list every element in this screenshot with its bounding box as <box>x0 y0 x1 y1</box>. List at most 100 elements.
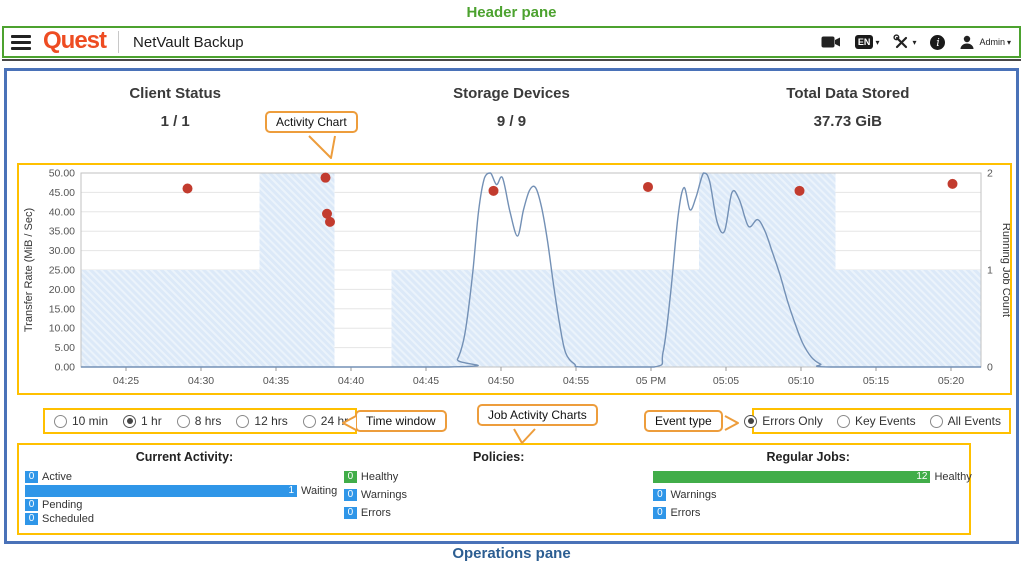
svg-text:25.00: 25.00 <box>49 265 75 277</box>
event-type-option-errors-only[interactable]: Errors Only <box>744 414 823 428</box>
header-divider <box>118 31 120 53</box>
status-bar-label: Active <box>42 471 72 483</box>
status-bar-row: 1 Waiting <box>25 485 344 497</box>
error-event-dot[interactable] <box>322 208 332 219</box>
error-event-dot[interactable] <box>325 216 335 227</box>
svg-text:0.00: 0.00 <box>55 362 76 374</box>
svg-text:2: 2 <box>987 168 993 180</box>
status-bar-row: 0 Errors <box>343 507 654 519</box>
storage-devices-tile: Storage Devices 9 / 9 <box>343 85 679 130</box>
quest-logo: Quest <box>43 26 107 54</box>
operations-pane-annotation: Operations pane <box>452 545 571 562</box>
error-event-dot[interactable] <box>182 183 193 194</box>
event-type-callout: Event type <box>644 410 723 432</box>
svg-text:50.00: 50.00 <box>49 168 75 180</box>
hamburger-menu-icon[interactable] <box>11 32 31 53</box>
svg-text:04:30: 04:30 <box>188 375 214 387</box>
tile-value: 37.73 GiB <box>813 113 882 130</box>
status-bar: 0 <box>653 489 667 501</box>
svg-text:35.00: 35.00 <box>49 226 75 238</box>
svg-text:05:15: 05:15 <box>863 375 889 387</box>
tile-label: Storage Devices <box>453 85 570 102</box>
error-event-dot[interactable] <box>947 178 958 189</box>
activity-chart: Transfer Rate (MiB / Sec) Running Job Co… <box>23 168 1012 388</box>
policies-bars: 0 Healthy 0 Warnings 0 Errors <box>343 471 654 519</box>
summary-tiles: Client Status 1 / 1 Storage Devices 9 / … <box>7 85 1016 130</box>
svg-text:05 PM: 05 PM <box>636 375 666 387</box>
status-bar-row: 0 Warnings <box>653 489 963 501</box>
time-window-option-8-hrs[interactable]: 8 hrs <box>176 414 221 428</box>
svg-text:04:25: 04:25 <box>113 375 139 387</box>
event-type-option-key-events[interactable]: Key Events <box>836 414 916 428</box>
radio-icon <box>236 414 250 428</box>
video-camera-icon <box>821 36 840 48</box>
event-type-option-all-events[interactable]: All Events <box>929 414 1001 428</box>
column-title: Regular Jobs: <box>766 450 850 464</box>
chevron-down-icon: ▾ <box>1006 37 1011 47</box>
svg-text:5.00: 5.00 <box>55 342 76 354</box>
status-bar: 0 <box>25 499 38 511</box>
right-axis-title: Running Job Count <box>1000 223 1010 317</box>
status-bar-row: 0 Errors <box>653 507 963 519</box>
status-bar-row: 0 Pending <box>25 499 344 511</box>
current-activity-bars: 0 Active 1 Waiting 0 Pending 0 Scheduled <box>25 471 344 525</box>
status-bar-row: 0 Scheduled <box>25 513 344 525</box>
status-bar-label: Healthy <box>934 471 972 483</box>
svg-text:10.00: 10.00 <box>49 323 75 335</box>
error-event-dot[interactable] <box>488 185 499 196</box>
status-bar-row: 12 Healthy <box>653 471 972 483</box>
status-bar-row: 0 Active <box>25 471 344 483</box>
tools-menu-button[interactable]: ▾ <box>893 34 916 50</box>
help-button[interactable]: i <box>930 34 946 50</box>
header-pane: Quest NetVault Backup EN ▾ ▾ i <box>2 26 1021 58</box>
time-window-option-12-hrs[interactable]: 12 hrs <box>236 414 288 428</box>
status-bar-label: Errors <box>360 507 391 519</box>
svg-text:05:05: 05:05 <box>713 375 739 387</box>
radio-label: 12 hrs <box>254 414 288 428</box>
operations-pane: Client Status 1 / 1 Storage Devices 9 / … <box>4 68 1019 544</box>
user-menu-button[interactable]: Admin ▾ <box>959 34 1011 50</box>
svg-text:45.00: 45.00 <box>49 187 75 199</box>
callout-tail <box>342 415 357 431</box>
job-activity-charts-callout: Job Activity Charts <box>477 404 598 426</box>
status-bar-row: 0 Healthy <box>343 471 654 483</box>
header-bottom-border <box>2 59 1021 61</box>
time-window-option-1-hr[interactable]: 1 hr <box>123 414 162 428</box>
chevron-down-icon: ▾ <box>875 37 880 47</box>
error-event-dot[interactable] <box>794 185 805 196</box>
svg-text:20.00: 20.00 <box>49 284 75 296</box>
status-bar: 12 <box>653 471 931 483</box>
policies-column: Policies: 0 Healthy 0 Warnings 0 Errors <box>343 450 654 533</box>
svg-text:04:45: 04:45 <box>413 375 439 387</box>
info-icon: i <box>930 34 946 50</box>
radio-icon <box>929 414 943 428</box>
header-icon-group: EN ▾ ▾ i Admin ▾ <box>821 34 1011 50</box>
status-bar-label: Healthy <box>360 471 399 483</box>
radio-icon <box>302 414 316 428</box>
status-bar: 1 <box>25 485 297 497</box>
column-title: Policies: <box>472 450 525 464</box>
radio-icon <box>836 414 850 428</box>
status-bar-label: Warnings <box>670 489 717 501</box>
current-activity-column: Current Activity: 0 Active 1 Waiting 0 Pendin… <box>25 450 344 533</box>
status-bar-label: Pending <box>42 499 83 511</box>
callout-tail <box>724 415 739 431</box>
column-title: Current Activity: <box>135 450 234 464</box>
radio-label: Errors Only <box>762 414 823 428</box>
tile-label: Client Status <box>129 85 221 102</box>
svg-text:04:40: 04:40 <box>338 375 364 387</box>
svg-text:05:10: 05:10 <box>788 375 814 387</box>
job-activity-charts: Current Activity: 0 Active 1 Waiting 0 Pendin… <box>17 443 972 535</box>
language-selector-button[interactable]: EN ▾ <box>854 35 880 49</box>
radio-icon <box>176 414 190 428</box>
status-bar: 0 <box>25 513 38 525</box>
user-name-label: Admin <box>979 37 1005 47</box>
status-bar-row: 0 Warnings <box>343 489 654 501</box>
radio-label: 10 min <box>72 414 109 428</box>
error-event-dot[interactable] <box>643 181 653 192</box>
svg-text:04:35: 04:35 <box>263 375 289 387</box>
status-bar-label: Scheduled <box>42 513 94 525</box>
time-window-option-10-min[interactable]: 10 min <box>54 414 108 428</box>
video-tutorial-button[interactable] <box>821 35 841 49</box>
error-event-dot[interactable] <box>320 172 331 183</box>
